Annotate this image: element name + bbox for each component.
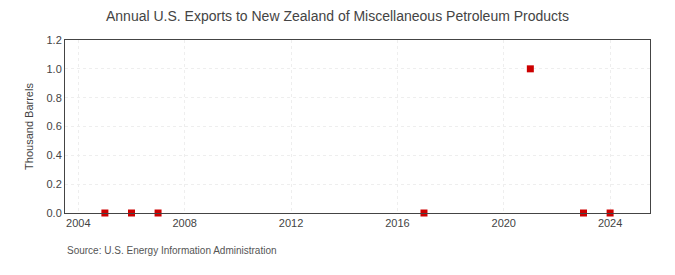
- svg-text:0.8: 0.8: [47, 92, 62, 104]
- svg-text:2016: 2016: [385, 217, 409, 229]
- svg-text:Thousand Barrels: Thousand Barrels: [23, 83, 35, 170]
- svg-text:2020: 2020: [492, 217, 516, 229]
- svg-text:0.6: 0.6: [47, 120, 62, 132]
- svg-text:Annual U.S. Exports to New Zea: Annual U.S. Exports to New Zealand of Mi…: [106, 8, 569, 24]
- svg-text:1.2: 1.2: [47, 34, 62, 46]
- svg-text:2012: 2012: [279, 217, 303, 229]
- svg-text:0.2: 0.2: [47, 178, 62, 190]
- svg-text:0.0: 0.0: [47, 207, 62, 219]
- svg-text:1.0: 1.0: [47, 63, 62, 75]
- svg-text:Source: U.S. Energy Informatio: Source: U.S. Energy Information Administ…: [67, 245, 277, 256]
- svg-text:2024: 2024: [598, 217, 622, 229]
- svg-text:2008: 2008: [172, 217, 196, 229]
- svg-text:0.4: 0.4: [47, 149, 62, 161]
- svg-text:2004: 2004: [66, 217, 90, 229]
